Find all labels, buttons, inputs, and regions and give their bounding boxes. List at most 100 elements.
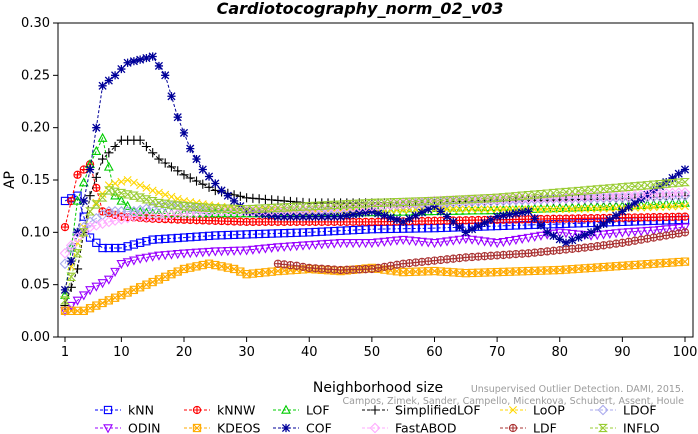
series-layer [59, 52, 691, 317]
data-point [460, 195, 471, 204]
legend-marker [192, 405, 202, 415]
data-point [335, 239, 346, 249]
data-point [204, 231, 214, 241]
data-point [423, 238, 434, 248]
data-point [197, 203, 208, 212]
data-point [562, 205, 570, 214]
data-point [505, 210, 514, 219]
data-point [98, 243, 107, 253]
data-point [391, 198, 402, 207]
data-point [160, 251, 171, 261]
data-point [186, 232, 195, 242]
y-tick-label: 0.10 [21, 225, 50, 240]
data-point [204, 172, 214, 181]
data-point [380, 211, 389, 220]
data-point [217, 186, 226, 195]
data-point [611, 183, 622, 192]
data-point [223, 191, 232, 200]
data-point [310, 240, 321, 250]
data-point [405, 205, 414, 214]
data-point [60, 285, 70, 294]
data-point [636, 181, 647, 190]
data-point [529, 232, 540, 242]
data-point [78, 177, 89, 187]
data-point [455, 205, 464, 214]
data-point [612, 211, 621, 220]
legend-label: LOF [306, 403, 330, 418]
legend-label: INFLO [623, 421, 660, 434]
data-point [680, 257, 690, 266]
data-point [355, 209, 364, 218]
data-point [161, 234, 170, 243]
x-tick-label: 70 [489, 345, 506, 360]
data-point [330, 226, 339, 236]
x-tick-label: 100 [673, 345, 698, 360]
data-point [136, 55, 145, 64]
data-point [280, 229, 289, 238]
data-point [172, 201, 183, 210]
data-point [649, 203, 658, 212]
data-point [655, 182, 665, 191]
data-point [323, 201, 333, 210]
data-point [555, 205, 564, 214]
data-point [435, 238, 446, 248]
data-point [128, 256, 139, 266]
legend-marker [369, 422, 381, 434]
data-point [580, 204, 589, 213]
data-point [60, 222, 70, 232]
data-point [662, 177, 671, 187]
data-point [122, 190, 133, 199]
data-point [479, 205, 490, 215]
y-tick-label: 0.30 [21, 16, 50, 31]
data-point [399, 217, 408, 226]
data-point [298, 262, 308, 272]
data-point [554, 228, 565, 238]
data-point [85, 286, 95, 296]
y-tick-label: 0.20 [21, 121, 50, 136]
data-point [317, 227, 326, 236]
data-point [561, 229, 571, 239]
data-point [116, 195, 127, 205]
data-point [248, 230, 258, 239]
data-point [673, 223, 684, 234]
legend-label: kNNW [217, 403, 255, 418]
data-point [185, 202, 196, 211]
legend-label: kNN [128, 403, 154, 418]
data-point [179, 249, 189, 259]
data-point [543, 247, 552, 256]
data-point [404, 236, 415, 246]
data-point [285, 242, 296, 252]
data-point [636, 227, 647, 237]
data-point [279, 242, 290, 252]
legend-label: KDEOS [217, 421, 261, 434]
data-point [662, 202, 671, 211]
data-point [523, 233, 534, 243]
x-axis: 1 10 20 30 40 50 60 70 80 90 100 [61, 337, 698, 360]
data-point [222, 247, 233, 257]
data-point [85, 233, 95, 242]
data-point [598, 230, 609, 240]
data-point [136, 238, 145, 247]
data-point [442, 212, 452, 221]
data-point [210, 204, 221, 213]
data-point [374, 209, 383, 218]
data-point [379, 237, 390, 247]
legend-item-kdeos: KDEOS [184, 421, 261, 434]
x-tick-label: 80 [551, 345, 568, 360]
data-point [255, 209, 264, 218]
data-point [567, 187, 578, 196]
data-point [197, 248, 208, 258]
data-point [129, 57, 138, 66]
data-point [574, 233, 583, 242]
data-point [391, 236, 402, 246]
y-tick-label: 0.15 [21, 173, 50, 188]
data-point [141, 141, 152, 152]
data-point [135, 193, 146, 202]
data-point [91, 200, 102, 209]
data-point [442, 237, 452, 247]
data-point [110, 141, 120, 152]
data-point [90, 219, 102, 231]
data-point [236, 230, 245, 239]
data-point [605, 204, 614, 213]
data-point [417, 237, 427, 247]
